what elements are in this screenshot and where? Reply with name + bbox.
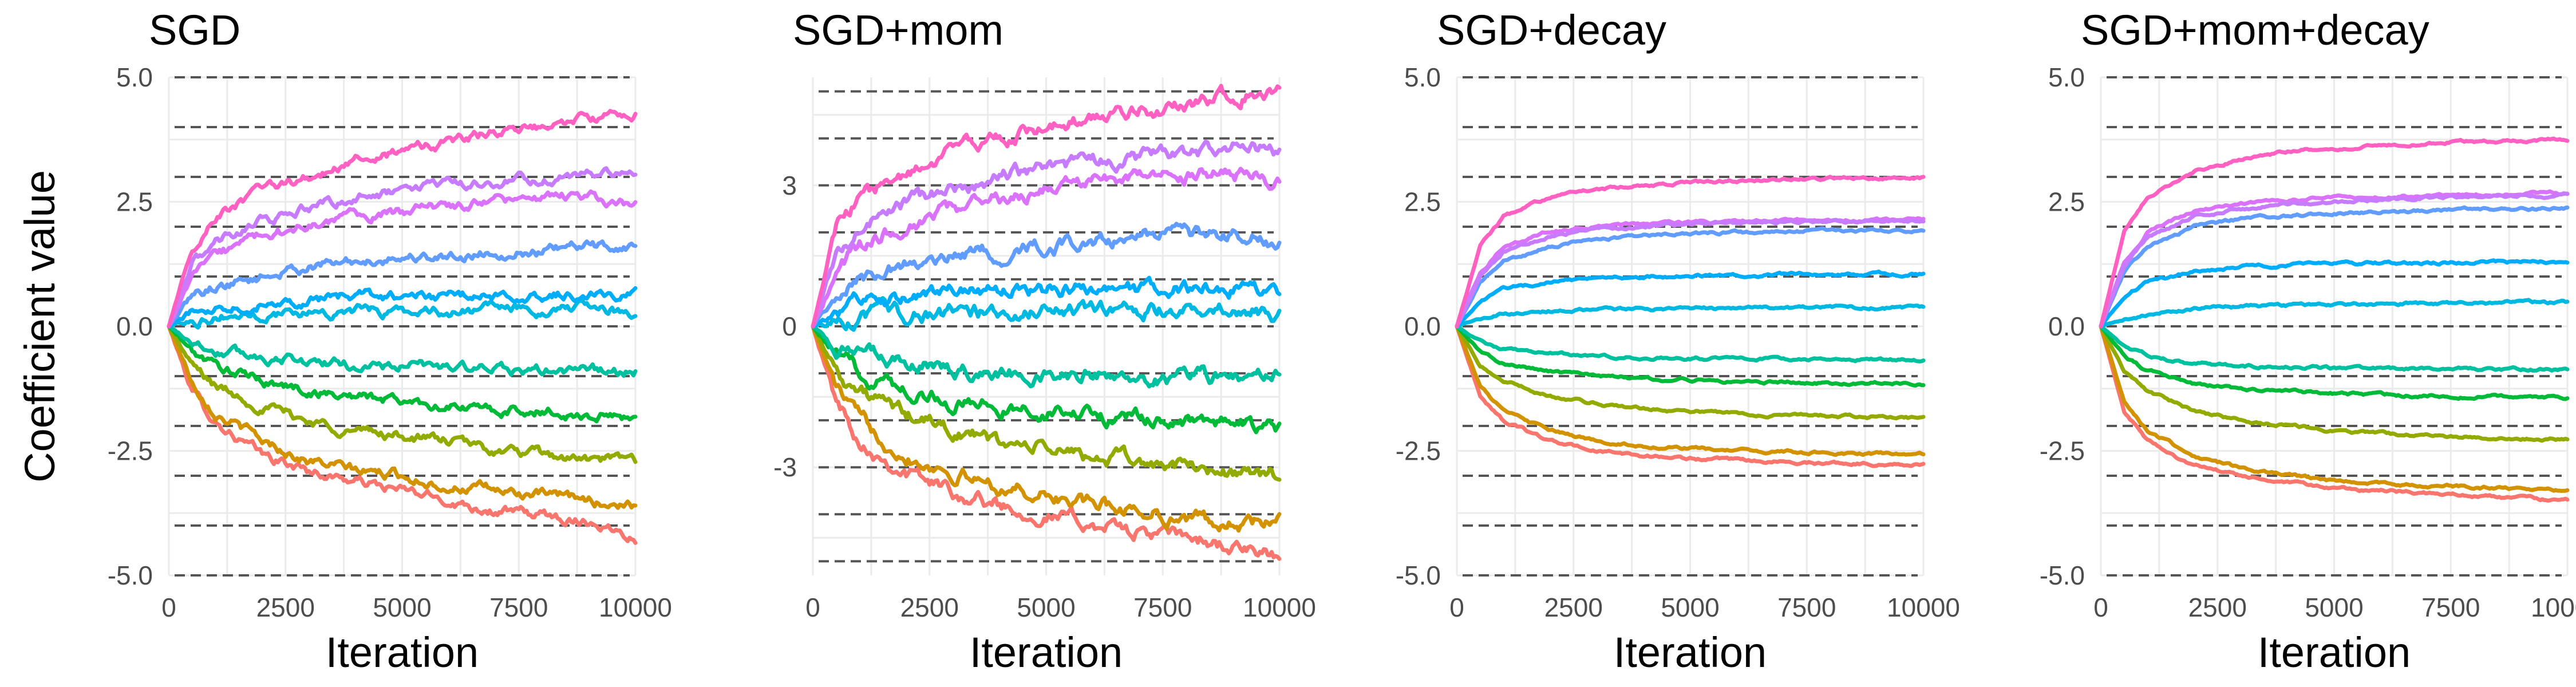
x-tick-label: 5000 [1017, 593, 1075, 622]
series-line [167, 239, 638, 329]
series-line [167, 324, 638, 378]
series-line [811, 296, 1282, 332]
series-line [2099, 136, 2570, 329]
x-tick-label: 0 [2093, 593, 2108, 622]
series-line [1455, 324, 1926, 457]
series-line [167, 109, 638, 329]
x-tick-label: 2500 [1544, 593, 1603, 622]
series-line [167, 286, 638, 329]
series-line [1455, 324, 1926, 364]
series-line [811, 324, 1282, 435]
series-line [1455, 303, 1926, 329]
series-line [2099, 205, 2570, 329]
series-line [2099, 258, 2570, 329]
x-tick-label: 5000 [2305, 593, 2363, 622]
x-axis-title: Iteration [326, 629, 479, 676]
x-tick-label: 7500 [1777, 593, 1836, 622]
series-line [1455, 324, 1926, 421]
panel-4: SGD+mom+decay -5.0 -2.5 0.0 2.5 5.0 0 2500 5000 7… [2040, 6, 2576, 676]
x-tick-label: 10000 [1887, 593, 1960, 622]
series-line [1455, 175, 1926, 329]
panel-3: SGD+decay -5.0 -2.5 0.0 2.5 5.0 0 2500 5000 7500 1… [1396, 6, 1960, 676]
x-tick-label: 0 [161, 593, 176, 622]
y-tick-label: -3 [773, 452, 797, 482]
series-line [2099, 324, 2570, 503]
x-tick-label: 10000 [599, 593, 672, 622]
series-line [811, 324, 1282, 533]
series-line [167, 324, 638, 510]
series-line [811, 139, 1282, 329]
x-axis-title: Iteration [1614, 629, 1767, 676]
y-tick-label: 5.0 [116, 62, 153, 92]
y-tick-label: -5.0 [1396, 560, 1441, 590]
y-tick-label: 2.5 [1404, 187, 1441, 217]
panel-1: SGD -5.0 -2.5 0.0 2.5 5.0 0 2500 5000 7500 10000 It… [108, 6, 672, 676]
x-tick-label: 2500 [256, 593, 315, 622]
x-tick-label: 10000 [2531, 593, 2576, 622]
reference-lines [2107, 76, 2562, 577]
series-lines [811, 84, 1282, 561]
series-line [167, 166, 638, 329]
series-line [1455, 218, 1926, 329]
y-tick-label: -2.5 [1396, 436, 1441, 466]
panel-title: SGD [149, 6, 240, 54]
series-lines [167, 109, 638, 545]
y-tick-label: -5.0 [108, 560, 153, 590]
series-line [167, 324, 638, 464]
y-tick-label: 0.0 [1404, 311, 1441, 341]
series-line [811, 324, 1282, 482]
series-lines [1455, 175, 1926, 468]
y-tick-label: 3 [782, 171, 797, 200]
series-line [811, 167, 1282, 329]
x-tick-label: 2500 [900, 593, 959, 622]
series-line [811, 324, 1282, 561]
panel-title: SGD+decay [1437, 6, 1666, 54]
x-axis-title: Iteration [970, 629, 1123, 676]
series-line [1455, 226, 1926, 329]
x-tick-label: 10000 [1243, 593, 1316, 622]
panel-title: SGD+mom+decay [2081, 6, 2429, 54]
series-line [2099, 324, 2570, 373]
x-tick-label: 7500 [1133, 593, 1192, 622]
x-tick-label: 0 [805, 593, 820, 622]
x-tick-label: 0 [1449, 593, 1464, 622]
y-tick-label: 0.0 [116, 311, 153, 341]
x-tick-label: 7500 [2421, 593, 2480, 622]
panel-title: SGD+mom [793, 6, 1003, 54]
x-tick-label: 2500 [2188, 593, 2247, 622]
series-line [1455, 324, 1926, 388]
y-tick-label: 2.5 [2048, 187, 2085, 217]
series-line [167, 189, 638, 329]
series-line [811, 84, 1282, 329]
x-tick-label: 7500 [489, 593, 548, 622]
series-line [2099, 324, 2570, 493]
y-tick-label: -2.5 [108, 436, 153, 466]
series-line [2099, 324, 2570, 443]
y-tick-label: -5.0 [2040, 560, 2085, 590]
y-tick-label: 5.0 [1404, 62, 1441, 92]
series-line [1455, 269, 1926, 329]
y-tick-label: 0 [782, 311, 797, 341]
series-line [1455, 324, 1926, 468]
y-tick-label: -2.5 [2040, 436, 2085, 466]
y-axis-title: Coefficient value [16, 170, 64, 483]
x-tick-label: 5000 [373, 593, 431, 622]
series-line [811, 324, 1282, 389]
series-line [811, 222, 1282, 329]
series-line [167, 324, 638, 545]
series-line [2099, 191, 2570, 329]
x-axis-title: Iteration [2258, 629, 2411, 676]
y-tick-label: 2.5 [116, 187, 153, 217]
series-line [811, 275, 1282, 329]
y-tick-label: 0.0 [2048, 311, 2085, 341]
y-tick-label: 5.0 [2048, 62, 2085, 92]
series-lines [2099, 136, 2570, 503]
series-line [2099, 298, 2570, 329]
series-line [167, 324, 638, 424]
panel-2: SGD+mom -3 0 3 0 2500 5000 7500 10000 Iteration [773, 6, 1316, 676]
x-tick-label: 5000 [1661, 593, 1719, 622]
series-line [2099, 324, 2570, 401]
